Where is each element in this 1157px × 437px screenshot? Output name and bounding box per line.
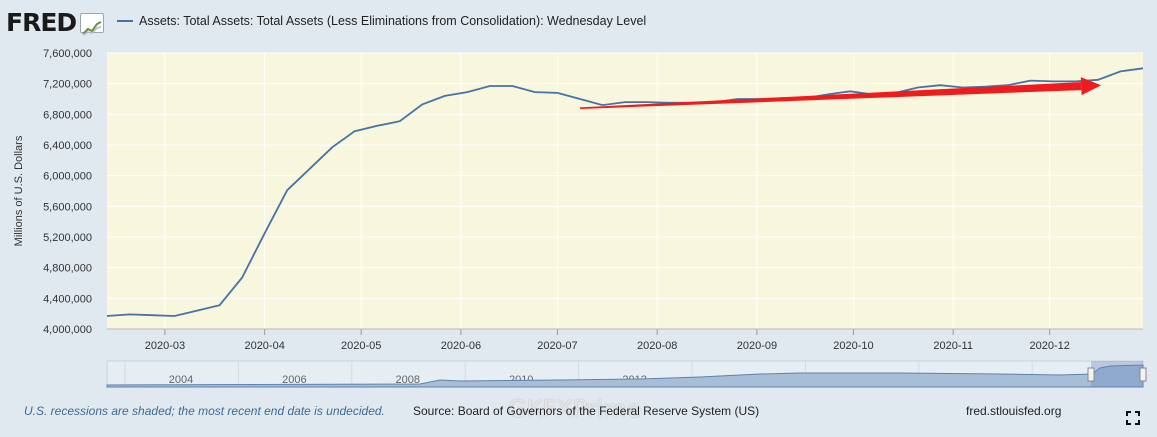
x-axis-ticks: 2020-03 2020-04 2020-05 2020-06 2020-07 2020-… [145, 329, 1070, 352]
navigator-selection[interactable] [1091, 361, 1143, 387]
arrow-head [1080, 77, 1102, 96]
y-axis-label: Millions of U.S. Dollars [13, 135, 25, 246]
x-tick-label: 2020-12 [1030, 340, 1070, 352]
y-tick-label: 5,200,000 [43, 232, 92, 244]
navigator-tick-label: 2008 [396, 374, 420, 386]
x-tick-label: 2020-09 [737, 340, 777, 352]
chart-line-icon [80, 12, 105, 36]
y-tick-label: 6,000,000 [43, 171, 92, 183]
logo-text: FRED [6, 8, 77, 37]
y-tick-label: 4,000,000 [43, 324, 92, 336]
navigator-tick-label: 2004 [169, 374, 193, 386]
fullscreen-icon[interactable] [1126, 411, 1140, 425]
watermark-text: GKFXPrime [508, 395, 642, 423]
x-tick-label: 2020-05 [341, 340, 381, 352]
legend-series-label: Assets: Total Assets: Total Assets (Less… [139, 14, 647, 28]
arrow-shaft [579, 82, 1082, 109]
y-tick-label: 7,600,000 [43, 48, 92, 60]
y-axis-ticks: 4,000,000 4,400,000 4,800,000 5,200,000 5,60… [43, 48, 92, 336]
x-tick-label: 2020-03 [145, 340, 185, 352]
fred-url-link[interactable]: fred.stlouisfed.org [966, 404, 1062, 418]
x-tick-label: 2020-06 [441, 340, 481, 352]
y-tick-label: 6,800,000 [43, 109, 92, 121]
y-tick-label: 4,400,000 [43, 293, 92, 305]
y-tick-label: 5,600,000 [43, 201, 92, 213]
x-tick-label: 2020-11 [933, 340, 973, 352]
navigator-handle-right[interactable] [1139, 367, 1147, 382]
x-tick-label: 2020-10 [833, 340, 873, 352]
plot-area [107, 53, 1143, 329]
y-tick-label: 6,400,000 [43, 140, 92, 152]
navigator-handle-left[interactable] [1087, 367, 1095, 382]
x-tick-label: 2020-04 [244, 340, 284, 352]
x-tick-label: 2020-08 [637, 340, 677, 352]
y-tick-label: 4,800,000 [43, 263, 92, 275]
x-tick-label: 2020-07 [537, 340, 577, 352]
legend-swatch [117, 20, 133, 22]
series-line[interactable] [106, 67, 1144, 317]
navigator-tick-label: 2006 [282, 374, 306, 386]
y-tick-label: 7,200,000 [43, 79, 92, 91]
navigator-area [106, 364, 1144, 388]
fred-logo[interactable]: FRED [6, 8, 105, 37]
trend-arrow [579, 77, 1102, 109]
chart-legend[interactable]: Assets: Total Assets: Total Assets (Less… [117, 14, 646, 28]
source-text: Source: Board of Governors of the Federa… [413, 404, 760, 418]
recession-note: U.S. recessions are shaded; the most rec… [24, 404, 385, 418]
